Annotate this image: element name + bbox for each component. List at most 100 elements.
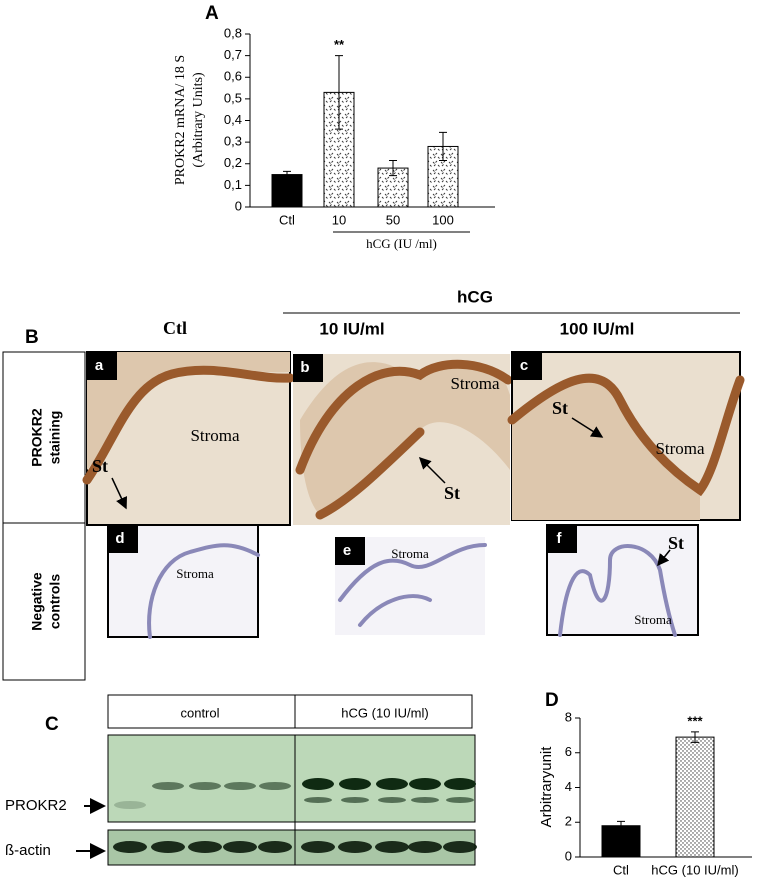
band: [188, 841, 222, 853]
band: [259, 782, 291, 790]
epithelium: [338, 543, 487, 627]
error-bar: [283, 170, 291, 179]
band: [444, 778, 476, 790]
y-tick-label: 0,8: [224, 25, 242, 40]
image-annotation: St: [444, 483, 460, 503]
column-header: 100 IU/ml: [560, 319, 635, 338]
bar: [675, 736, 715, 858]
error-bar: [335, 55, 343, 130]
band: [113, 841, 147, 853]
image-letter-box: [293, 354, 323, 382]
band: [114, 801, 146, 809]
bar: [377, 167, 409, 208]
row-label: controls: [47, 574, 63, 629]
image-letter-box: [547, 525, 577, 553]
image-annotation: Stroma: [655, 439, 705, 458]
band: [376, 778, 408, 790]
band: [302, 778, 334, 790]
y-tick-label: 0,3: [224, 134, 242, 149]
error-bar: [691, 731, 699, 743]
y-tick-label: 8: [565, 709, 572, 724]
x-tick-label: 100: [432, 212, 454, 227]
image-letter: c: [520, 357, 528, 374]
y-tick-label: 0,4: [224, 112, 242, 127]
band: [341, 797, 369, 803]
y-tick-label: 0,1: [224, 177, 242, 192]
band: [378, 797, 406, 803]
y-tick-label: 6: [565, 744, 572, 759]
image-annotation: Stroma: [634, 612, 672, 627]
image-letter-box: [512, 352, 542, 380]
x-tick-label: 50: [386, 212, 400, 227]
column-header: hCG: [457, 287, 493, 306]
y-tick-label: 0,6: [224, 69, 242, 84]
image-annotation: Stroma: [450, 374, 500, 393]
panel-label: A: [205, 3, 219, 24]
lane-label: hCG (10 IU/ml): [341, 705, 428, 720]
y-tick-label: 0: [565, 848, 572, 863]
x-tick-label: Ctl: [613, 862, 629, 877]
band: [258, 841, 292, 853]
y-tick-label: 2: [565, 814, 572, 829]
x-tick-label: hCG (10 IU/ml): [651, 862, 738, 877]
band: [224, 782, 256, 790]
row-label: ß-actin: [5, 842, 51, 859]
image-letter: a: [95, 357, 104, 374]
image-letter: f: [557, 530, 563, 547]
epithelium: [558, 544, 677, 637]
panel-label: D: [545, 690, 559, 711]
error-bar: [617, 820, 625, 831]
y-tick-label: 0: [235, 198, 242, 213]
error-bar: [389, 160, 397, 177]
row-label: PROKR2: [29, 408, 45, 467]
image-annotation: Stroma: [391, 546, 429, 561]
arrow: [418, 456, 446, 484]
x-tick-label: Ctl: [279, 212, 295, 227]
band: [446, 797, 474, 803]
y-tick-label: 0,7: [224, 47, 242, 62]
arrow: [571, 417, 604, 438]
epithelium: [82, 365, 295, 485]
significance-label: **: [334, 37, 345, 52]
band: [375, 841, 409, 853]
panel-label: B: [25, 327, 39, 348]
band: [409, 778, 441, 790]
image-letter-box: [108, 525, 138, 553]
tissue: [87, 352, 290, 470]
tissue: [512, 378, 700, 520]
tissue: [300, 361, 510, 515]
band: [339, 778, 371, 790]
band: [152, 782, 184, 790]
row-label: Negative: [29, 572, 45, 631]
band: [223, 841, 257, 853]
image-letter: e: [343, 542, 351, 559]
group-label: hCG (IU /ml): [366, 236, 437, 251]
blot: [107, 734, 476, 823]
column-header: 10 IU/ml: [319, 319, 384, 338]
image-letter-box: [87, 352, 117, 380]
bar: [271, 174, 303, 208]
y-tick-label: 0,2: [224, 155, 242, 170]
column-header: Ctl: [163, 318, 187, 338]
panel-label: C: [45, 714, 59, 735]
y-axis-label: PROKR2 mRNA/ 18 S: [173, 55, 188, 185]
band: [411, 797, 439, 803]
error-bar: [439, 131, 447, 162]
bar: [601, 825, 641, 858]
epithelium: [507, 373, 745, 497]
lane-label: control: [180, 705, 219, 720]
band: [304, 797, 332, 803]
epithelium: [147, 543, 260, 639]
band: [443, 841, 477, 853]
band: [189, 782, 221, 790]
image-annotation: St: [92, 456, 108, 476]
y-axis-label: (Arbitrary Units): [191, 72, 206, 168]
image-letter: b: [300, 359, 309, 376]
significance-label: ***: [687, 713, 703, 728]
band: [338, 841, 372, 853]
epithelium: [295, 359, 513, 520]
arrow: [657, 549, 671, 567]
image-letter-box: [335, 537, 365, 565]
y-tick-label: 4: [565, 779, 572, 794]
